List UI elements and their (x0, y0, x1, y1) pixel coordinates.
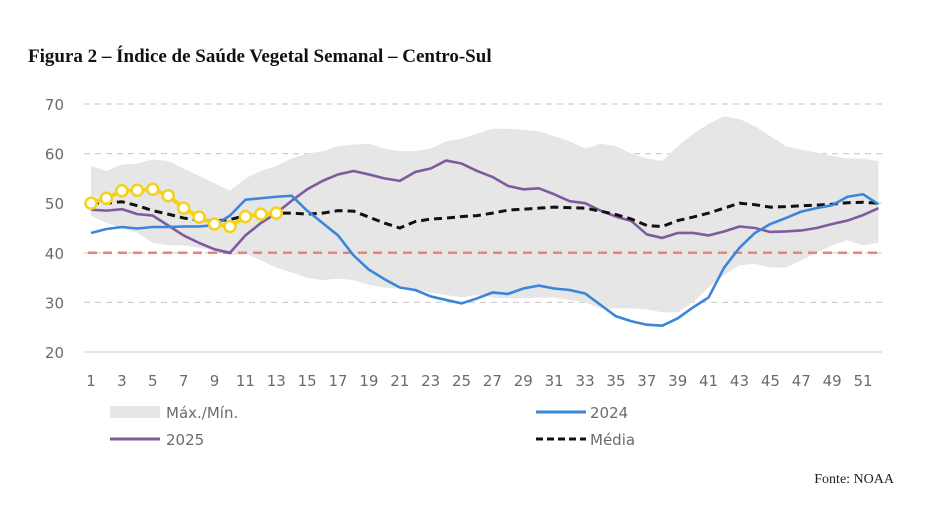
y-tick-label: 20 (45, 344, 64, 362)
x-tick-label: 21 (390, 372, 409, 390)
highlight-markers (84, 182, 284, 234)
highlight-marker (115, 184, 129, 198)
y-tick-label: 40 (45, 245, 64, 263)
x-tick-label: 47 (792, 372, 811, 390)
x-tick-label: 33 (576, 372, 595, 390)
x-tick-label: 35 (606, 372, 625, 390)
x-tick-label: 43 (730, 372, 749, 390)
y-tick-label: 60 (45, 146, 64, 164)
x-tick-label: 23 (421, 372, 440, 390)
x-tick-label: 11 (236, 372, 255, 390)
x-tick-label: 17 (328, 372, 347, 390)
x-axis-ticks: 1 3 5 7 9 11 13 15 17 19 21 23 25 27 29 31 33 35 37 39 41 43 4… (86, 372, 872, 390)
series-line-2025 (90, 159, 879, 255)
legend-swatch-max-min (110, 406, 160, 418)
legend-label-media: Média (590, 431, 635, 449)
x-tick-label: 41 (699, 372, 718, 390)
highlight-marker (84, 196, 98, 210)
highlight-marker (130, 183, 145, 198)
highlight-marker (269, 206, 284, 220)
series-line-2024 (90, 192, 880, 328)
x-tick-label: 13 (267, 372, 286, 390)
legend-label-2025: 2025 (166, 431, 204, 449)
max-min-band (91, 116, 879, 313)
highlight-marker (176, 201, 191, 215)
x-tick-label: 51 (853, 372, 872, 390)
highlight-marker (254, 207, 268, 221)
highlight-marker (238, 209, 253, 224)
legend-label-max-min: Máx./Mín. (166, 404, 238, 422)
x-tick-label: 15 (298, 372, 317, 390)
figure-title: Figura 2 – Índice de Saúde Vegetal Seman… (28, 46, 492, 67)
y-tick-label: 50 (45, 195, 64, 213)
highlight-marker (207, 217, 222, 231)
x-tick-label: 31 (545, 372, 564, 390)
x-tick-label: 9 (210, 372, 220, 390)
x-tick-label: 39 (668, 372, 687, 390)
x-tick-label: 3 (117, 372, 127, 390)
x-tick-label: 29 (514, 372, 533, 390)
highlight-marker (161, 189, 175, 203)
x-tick-label: 25 (452, 372, 471, 390)
x-tick-label: 49 (823, 372, 842, 390)
y-tick-label: 30 (45, 294, 64, 312)
x-tick-label: 19 (359, 372, 378, 390)
highlight-marker (192, 210, 206, 224)
legend-label-2024: 2024 (590, 404, 628, 422)
legend: Máx./Mín. 2025 2024 Média (110, 404, 635, 449)
x-tick-label: 7 (179, 372, 189, 390)
x-tick-label: 37 (637, 372, 656, 390)
highlight-marker (99, 191, 114, 205)
x-tick-label: 1 (86, 372, 96, 390)
y-tick-label: 70 (45, 96, 64, 114)
highlight-marker (223, 219, 237, 234)
x-tick-label: 45 (761, 372, 780, 390)
highlight-marker (146, 182, 160, 197)
x-tick-label: 27 (483, 372, 502, 390)
y-axis-ticks: 20 30 40 50 60 70 (45, 96, 64, 362)
x-tick-label: 5 (148, 372, 158, 390)
source-note: Fonte: NOAA (814, 472, 894, 487)
